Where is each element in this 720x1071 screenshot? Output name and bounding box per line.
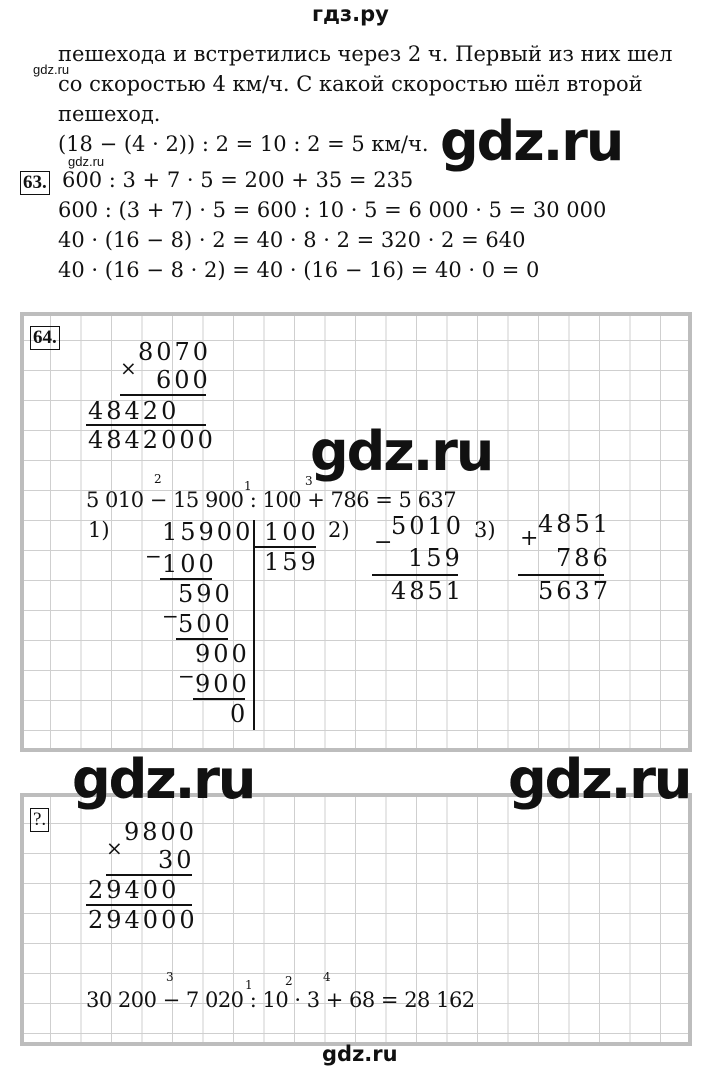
text-line: со скоростью 4 км/ч. С какой скоростью ш… — [58, 72, 643, 96]
multiply-sign: × — [106, 836, 123, 860]
factor-b: 600 — [156, 366, 211, 394]
addend-b: 786 — [556, 544, 611, 572]
grid-box-q — [20, 793, 692, 1046]
solution-line: 40 · (16 − 8) · 2 = 40 · 8 · 2 = 320 · 2… — [58, 228, 526, 252]
quotient: 159 — [264, 548, 319, 576]
watermark: gdz.ru — [310, 420, 494, 483]
division-row: 590 — [178, 580, 233, 608]
order-mark: 4 — [323, 970, 331, 984]
order-mark: 1 — [244, 479, 252, 493]
minus-sign: − — [178, 664, 195, 688]
sum: 5637 — [538, 577, 612, 605]
watermark: gdz.ru — [68, 154, 105, 169]
division-row: 900 — [195, 640, 250, 668]
minus-sign: − — [145, 544, 162, 568]
solution-line: 600 : (3 + 7) · 5 = 600 : 10 · 5 = 6 000… — [58, 198, 607, 222]
product: 294000 — [88, 906, 198, 934]
solution-line: (18 − (4 · 2)) : 2 = 10 : 2 = 5 км/ч. — [58, 132, 429, 156]
footer-watermark: gdz.ru — [322, 1042, 398, 1066]
text-line: пешехода и встретились через 2 ч. Первый… — [58, 42, 673, 66]
order-mark: 3 — [305, 474, 313, 488]
minus-sign: − — [374, 530, 393, 555]
division-row: 500 — [178, 610, 233, 638]
solution-line: 40 · (16 − 8 · 2) = 40 · (16 − 16) = 40 … — [58, 258, 540, 282]
order-mark: 1 — [245, 978, 253, 992]
division-row: 100 — [162, 550, 217, 578]
division-row: 900 — [195, 670, 250, 698]
factor-a: 8070 — [138, 338, 212, 366]
multiply-sign: × — [120, 356, 137, 380]
product: 4842000 — [88, 426, 216, 454]
task-number: 64. — [30, 326, 60, 350]
task-number: ?. — [30, 808, 50, 832]
factor-b: 30 — [158, 846, 195, 874]
subtrahend: 159 — [408, 544, 463, 572]
text-line: пешеход. — [58, 102, 161, 126]
expression: 30 200 − 7 020 : 10 · 3 + 68 = 28 162 — [86, 988, 475, 1012]
watermark: gdz.ru — [440, 110, 624, 173]
site-header: гдз.ру — [312, 2, 389, 26]
task-number: 63. — [20, 171, 50, 195]
watermark: gdz.ru — [33, 62, 70, 77]
expression: 5 010 − 15 900 : 100 + 786 = 5 637 — [86, 488, 457, 512]
minuend: 5010 — [391, 512, 465, 540]
plus-sign: + — [520, 526, 539, 551]
solution-line: 600 : 3 + 7 · 5 = 200 + 35 = 235 — [62, 168, 414, 192]
dividend: 15900 — [162, 518, 254, 546]
watermark: gdz.ru — [72, 748, 255, 811]
addend-a: 4851 — [538, 510, 612, 538]
difference: 4851 — [391, 577, 465, 605]
minus-sign: − — [162, 604, 179, 628]
step-label: 3) — [474, 518, 496, 542]
division-row: 0 — [230, 700, 249, 728]
factor-a: 9800 — [124, 818, 198, 846]
grid-box-64 — [20, 312, 692, 752]
step-label: 2) — [328, 518, 350, 542]
partial-product: 48420 — [88, 397, 180, 425]
order-mark: 3 — [166, 970, 174, 984]
divisor: 100 — [264, 518, 319, 546]
watermark: gdz.ru — [508, 748, 692, 811]
partial-product: 29400 — [88, 876, 180, 904]
order-mark: 2 — [285, 974, 293, 988]
step-label: 1) — [88, 518, 110, 542]
order-mark: 2 — [154, 472, 162, 486]
